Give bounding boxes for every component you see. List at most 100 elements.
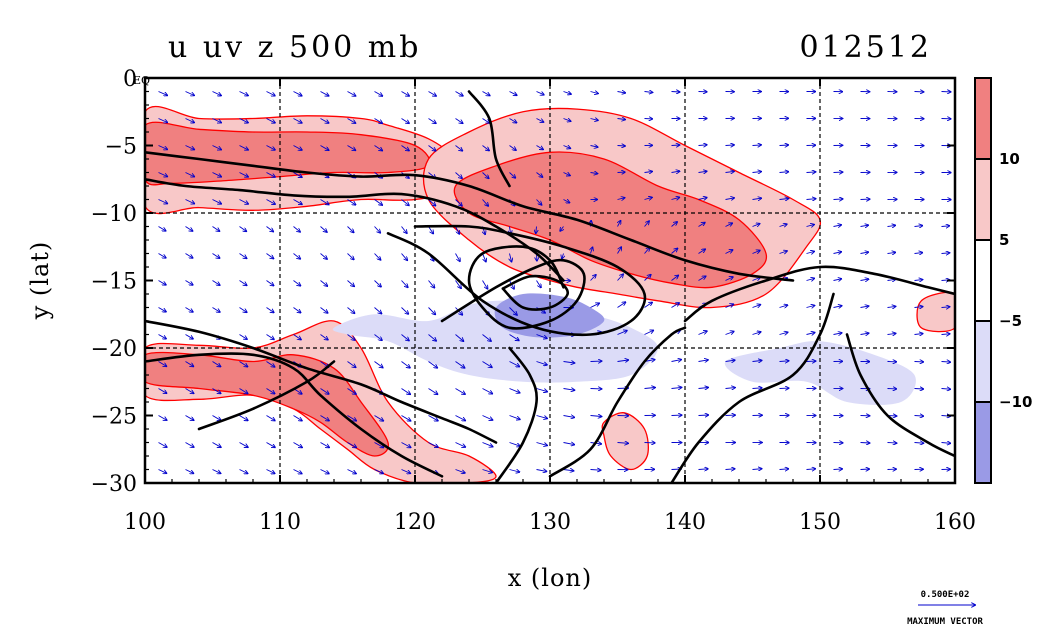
wind-vector bbox=[239, 442, 248, 448]
wind-vectors-layer bbox=[158, 91, 951, 474]
wind-vector bbox=[779, 199, 789, 200]
wind-vector bbox=[482, 91, 490, 96]
wind-vector bbox=[320, 334, 328, 340]
colorbar-bin bbox=[974, 320, 992, 403]
wind-vector bbox=[320, 307, 328, 313]
shaded-region-north-jet-east-core bbox=[453, 151, 768, 289]
wind-vector bbox=[266, 361, 275, 367]
wind-vector bbox=[212, 172, 222, 177]
wind-vector bbox=[563, 92, 571, 95]
height-contour bbox=[145, 178, 565, 282]
wind-vector bbox=[455, 253, 460, 262]
wind-vector bbox=[266, 334, 274, 340]
wind-vector bbox=[509, 334, 519, 341]
wind-vector bbox=[266, 172, 275, 178]
wind-vector bbox=[563, 416, 575, 418]
wind-vector bbox=[320, 469, 329, 474]
wind-vector bbox=[887, 225, 896, 226]
wind-vector bbox=[185, 199, 195, 204]
wind-vector bbox=[428, 415, 438, 421]
height-contour bbox=[197, 360, 336, 431]
wind-vector bbox=[455, 388, 466, 395]
wind-vector bbox=[806, 333, 815, 335]
wind-vector bbox=[698, 388, 709, 389]
wind-vector bbox=[563, 146, 571, 149]
wind-vector bbox=[293, 334, 301, 340]
wind-vector bbox=[320, 145, 329, 151]
wind-vector bbox=[779, 251, 787, 254]
wind-vector bbox=[239, 253, 247, 259]
wind-vector bbox=[617, 198, 625, 200]
wind-vector bbox=[591, 247, 593, 254]
wind-vector bbox=[833, 469, 843, 470]
wind-vector bbox=[293, 91, 302, 96]
wind-vector bbox=[293, 199, 302, 205]
wind-vector bbox=[725, 360, 735, 361]
wind-vector bbox=[509, 172, 516, 178]
wind-vector bbox=[860, 333, 869, 334]
wind-vector bbox=[590, 416, 602, 417]
wind-vector bbox=[158, 388, 167, 394]
wind-vector bbox=[779, 172, 789, 173]
height-contour bbox=[440, 245, 586, 330]
colorbar-label: −5 bbox=[999, 312, 1022, 330]
wind-vector bbox=[644, 92, 653, 93]
wind-vector bbox=[725, 388, 735, 389]
height-contour bbox=[670, 292, 835, 483]
wind-vector bbox=[374, 91, 383, 96]
wind-vector bbox=[698, 249, 706, 254]
height-contour bbox=[494, 346, 539, 483]
x-tick-label: 160 bbox=[934, 510, 976, 535]
wind-vector bbox=[644, 388, 655, 389]
wind-vector bbox=[428, 91, 437, 96]
wind-vector bbox=[941, 362, 951, 363]
chart-date-label: 012512 bbox=[799, 30, 932, 65]
wind-vector bbox=[185, 442, 194, 448]
wind-vector bbox=[671, 145, 680, 146]
wind-vector bbox=[671, 197, 680, 199]
wind-vector bbox=[239, 334, 247, 340]
wind-vector bbox=[617, 247, 622, 254]
wind-vector bbox=[320, 442, 330, 448]
wind-vector bbox=[158, 91, 168, 96]
wind-vector bbox=[806, 469, 816, 470]
wind-vector bbox=[560, 226, 563, 231]
axis-ticks-layer: 100 110 120 130 140 150 160 0 −5 −10 −15 −20 −25 −30 bbox=[91, 67, 976, 535]
wind-vector bbox=[212, 388, 221, 394]
wind-vector bbox=[725, 332, 734, 335]
wind-vector bbox=[617, 92, 626, 93]
wind-vector bbox=[239, 361, 248, 367]
wind-vector bbox=[401, 388, 411, 395]
height-contour bbox=[501, 274, 570, 311]
wind-vector bbox=[212, 307, 220, 313]
wind-vector bbox=[455, 145, 463, 151]
x-tick-label: 100 bbox=[124, 510, 166, 535]
wind-vector bbox=[482, 334, 492, 342]
wind-vector bbox=[374, 280, 382, 287]
wind-vector bbox=[239, 469, 248, 474]
wind-vector bbox=[374, 307, 382, 314]
wind-vector bbox=[510, 253, 512, 262]
wind-vector bbox=[860, 225, 869, 226]
wind-vector bbox=[374, 334, 382, 341]
wind-vector bbox=[401, 307, 409, 314]
wind-vector bbox=[509, 388, 520, 393]
wind-vector bbox=[671, 222, 678, 227]
wind-vector bbox=[536, 388, 548, 392]
wind-vector bbox=[455, 91, 463, 96]
wind-vector bbox=[158, 172, 168, 177]
shaded-region-negative-central-core bbox=[494, 293, 605, 338]
wind-vector bbox=[293, 172, 302, 178]
wind-vector bbox=[833, 225, 842, 227]
wind-vector bbox=[752, 332, 761, 335]
wind-vector bbox=[347, 253, 354, 260]
wind-vector bbox=[860, 306, 869, 307]
wind-vector bbox=[536, 334, 547, 339]
height-contour bbox=[386, 224, 647, 337]
wind-vector bbox=[563, 389, 575, 391]
y-tick-label: −20 bbox=[91, 337, 137, 362]
wind-vector bbox=[833, 199, 843, 200]
wind-vector bbox=[752, 305, 761, 308]
wind-vector bbox=[698, 360, 708, 362]
wind-vector bbox=[293, 469, 302, 474]
